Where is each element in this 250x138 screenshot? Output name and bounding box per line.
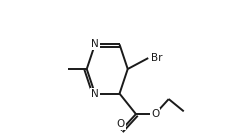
Text: O: O [151, 109, 159, 119]
Text: N: N [91, 89, 99, 99]
Text: O: O [117, 119, 125, 129]
Text: N: N [91, 39, 99, 49]
Text: Br: Br [151, 53, 163, 63]
